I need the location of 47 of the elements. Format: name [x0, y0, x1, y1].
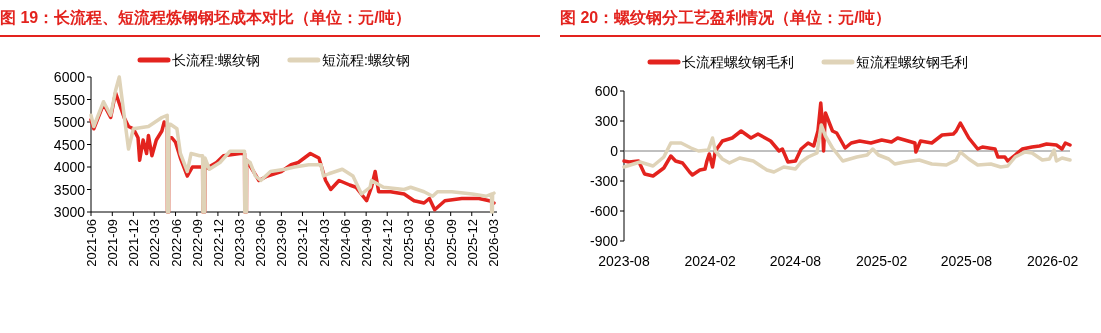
- x-tick-label: 2023-06: [253, 219, 269, 267]
- x-tick-label: 2026-02: [1026, 253, 1079, 269]
- x-tick-label: 2021-12: [126, 219, 142, 267]
- y-tick-label: 4500: [53, 136, 86, 153]
- y-tick-label: 300: [594, 113, 619, 129]
- x-tick-label: 2025-06: [422, 219, 438, 267]
- y-tick-label: 600: [594, 83, 619, 99]
- x-tick-label: 2024-12: [380, 219, 396, 267]
- x-tick-label: 2023-09: [274, 219, 290, 267]
- y-tick-label: 5000: [53, 114, 86, 130]
- x-tick-label: 2024-06: [337, 219, 353, 267]
- y-tick-label: 3000: [53, 204, 86, 220]
- x-tick-label: 2022-12: [210, 219, 226, 267]
- x-tick-label: 2024-03: [316, 219, 332, 267]
- x-tick-label: 2025-02: [855, 253, 908, 269]
- line-series: [622, 123, 1072, 174]
- x-tick-label: 2025-03: [401, 219, 417, 267]
- chart-title: 图 19：长流程、短流程炼钢钢坯成本对比（单位：元/吨）: [0, 8, 540, 37]
- y-tick-label: -300: [589, 173, 619, 189]
- legend-label: 短流程螺纹钢毛利: [856, 54, 968, 70]
- y-tick-label: 6000: [53, 69, 86, 85]
- legend-label: 长流程螺纹钢毛利: [682, 54, 794, 70]
- legend-label: 长流程:螺纹钢: [172, 52, 260, 68]
- x-tick-label: 2021-06: [84, 219, 99, 267]
- y-tick-label: -600: [589, 203, 619, 219]
- y-tick-label: 5500: [53, 91, 86, 108]
- x-tick-label: 2022-09: [189, 219, 205, 267]
- x-tick-label: 2025-09: [443, 219, 459, 267]
- legend-label: 短流程:螺纹钢: [321, 52, 410, 68]
- x-tick-label: 2025-08: [940, 253, 993, 269]
- x-tick-label: 2023-03: [231, 219, 247, 267]
- y-tick-label: 4000: [53, 159, 86, 175]
- x-tick-label: 2022-06: [168, 219, 184, 267]
- x-tick-label: 2023-12: [295, 219, 311, 267]
- x-tick-label: 2024-02: [684, 253, 737, 269]
- line-series: [622, 101, 1072, 178]
- x-tick-label: 2023-08: [598, 253, 650, 269]
- y-tick-label: 0: [610, 143, 619, 159]
- y-tick-label: -900: [589, 233, 619, 249]
- x-tick-label: 2025-12: [464, 219, 480, 267]
- y-tick-label: 3500: [53, 181, 86, 198]
- x-tick-label: 2024-09: [359, 219, 375, 267]
- x-tick-label: 2021-09: [105, 219, 121, 267]
- x-tick-label: 2026-03: [485, 219, 501, 267]
- x-tick-label: 2022-03: [147, 219, 163, 267]
- x-tick-label: 2024-08: [769, 253, 822, 269]
- chart-title: 图 20：螺纹钢分工艺盈利情况（单位：元/吨）: [560, 8, 1101, 37]
